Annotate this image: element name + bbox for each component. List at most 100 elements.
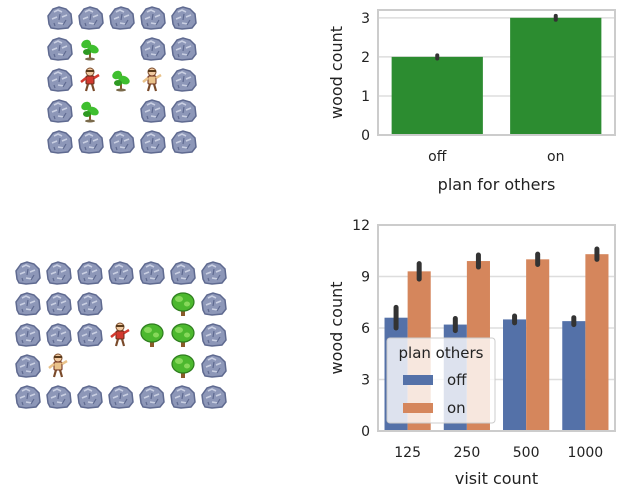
- rock-highlight: [143, 264, 160, 280]
- y-tick-label: 1: [361, 89, 370, 105]
- y-tick-label: 3: [361, 373, 370, 389]
- agent-arm: [155, 73, 162, 80]
- rock-highlight: [175, 9, 192, 25]
- rock-crack: [115, 137, 129, 151]
- rock-icon: [171, 130, 197, 154]
- rock-icon: [46, 292, 72, 316]
- tree-icon: [171, 292, 195, 316]
- rock-crack: [52, 330, 66, 344]
- rock-crack: [177, 137, 191, 151]
- rock-highlight: [175, 133, 192, 149]
- rock-crack: [21, 361, 35, 375]
- rock-highlight: [144, 9, 161, 25]
- rock-crack: [207, 268, 221, 282]
- rock-crack: [83, 268, 97, 282]
- legend-swatch-off: [403, 375, 433, 385]
- rock-highlight: [205, 264, 222, 280]
- rock-highlight: [144, 40, 161, 56]
- bar-on: [526, 259, 550, 431]
- rock-icon: [171, 68, 197, 92]
- rock-highlight: [82, 133, 99, 149]
- agent-arm: [93, 73, 100, 80]
- x-tick-label: 250: [454, 445, 481, 461]
- y-tick-label: 0: [361, 424, 370, 440]
- sapling-soil: [116, 88, 126, 92]
- agent-body: [85, 75, 95, 85]
- rock-crack: [177, 75, 191, 89]
- gridworld-bottom-canvas: [15, 261, 227, 409]
- x-tick-label: 500: [513, 445, 540, 461]
- rock-crack: [53, 75, 67, 89]
- agent-body: [147, 75, 157, 85]
- rock-icon: [201, 292, 227, 316]
- agent-leg: [152, 83, 158, 92]
- rock-icon: [201, 323, 227, 347]
- agent-red-icon: [110, 322, 130, 347]
- tree-crown: [140, 323, 164, 343]
- rock-icon: [109, 6, 135, 30]
- sapling-icon: [81, 39, 99, 61]
- tree-icon: [171, 323, 195, 347]
- plot-frame: [377, 9, 616, 136]
- x-tick-label: 1000: [568, 445, 604, 461]
- rock-highlight: [205, 388, 222, 404]
- x-tick-label: off: [428, 149, 447, 165]
- bar-off: [562, 321, 586, 431]
- agent-arm: [123, 328, 130, 335]
- rock-highlight: [143, 388, 160, 404]
- tree-icon: [171, 354, 195, 378]
- tree-highlight: [184, 301, 190, 307]
- tree-icon: [140, 323, 164, 347]
- rock-icon: [47, 6, 73, 30]
- rock-icon: [47, 68, 73, 92]
- agent-leg: [52, 369, 58, 378]
- rock-icon: [171, 6, 197, 30]
- legend-label-off: off: [447, 371, 467, 389]
- sapling-leaf: [83, 111, 91, 117]
- rock-crack: [146, 44, 160, 58]
- rock-icon: [77, 261, 103, 285]
- rock-highlight: [175, 102, 192, 118]
- rock-crack: [52, 299, 66, 313]
- tree-highlight: [184, 332, 190, 338]
- rock-highlight: [112, 388, 129, 404]
- rock-icon: [201, 354, 227, 378]
- rock-icon: [46, 385, 72, 409]
- rock-icon: [108, 261, 134, 285]
- tree-highlight: [144, 327, 152, 333]
- rock-highlight: [19, 326, 36, 342]
- x-tick-label: 125: [394, 445, 421, 461]
- agent-arm: [48, 363, 55, 369]
- rock-highlight: [19, 264, 36, 280]
- rock-crack: [21, 268, 35, 282]
- rock-icon: [15, 323, 41, 347]
- rock-crack: [114, 268, 128, 282]
- rock-crack: [84, 13, 98, 27]
- agent-leg: [58, 369, 64, 378]
- tree-crown: [171, 292, 195, 312]
- rock-icon: [171, 37, 197, 61]
- rock-icon: [140, 99, 166, 123]
- rock-highlight: [81, 326, 98, 342]
- rock-highlight: [174, 264, 191, 280]
- rock-icon: [77, 292, 103, 316]
- agent-leg: [84, 83, 90, 92]
- rock-icon: [47, 99, 73, 123]
- rock-highlight: [50, 388, 67, 404]
- rock-highlight: [51, 71, 68, 87]
- bar: [391, 56, 483, 135]
- rock-highlight: [174, 388, 191, 404]
- rock-highlight: [51, 133, 68, 149]
- rock-crack: [146, 106, 160, 120]
- rock-icon: [139, 261, 165, 285]
- bar: [510, 17, 602, 135]
- rock-icon: [170, 261, 196, 285]
- bar-on: [585, 254, 609, 431]
- sapling-soil: [85, 57, 95, 61]
- rock-crack: [207, 330, 221, 344]
- tree-crown: [171, 354, 195, 374]
- x-axis-label: visit count: [455, 469, 538, 488]
- rock-crack: [115, 13, 129, 27]
- rock-highlight: [112, 264, 129, 280]
- chart-visit-count: 0 3 6 9 12 125 250 500 1000 visit count wood count…: [327, 218, 616, 488]
